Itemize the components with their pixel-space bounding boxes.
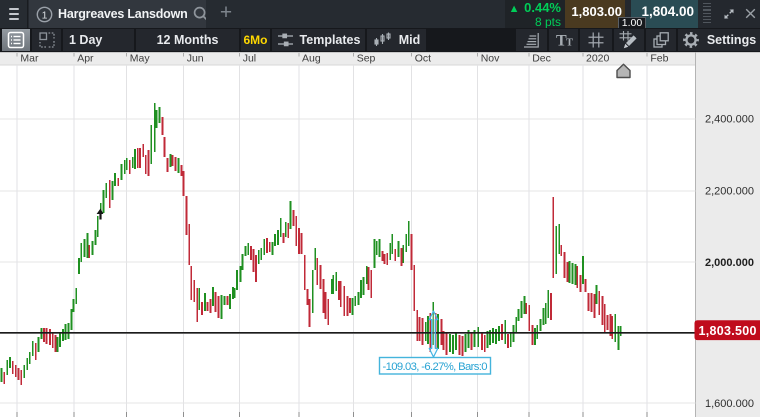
svg-text:May: May <box>130 53 151 65</box>
svg-text:Jul: Jul <box>243 53 256 65</box>
svg-text:2,400.000: 2,400.000 <box>705 114 754 126</box>
svg-text:T: T <box>556 33 567 50</box>
svg-text:Oct: Oct <box>415 53 431 65</box>
svg-text:Jun: Jun <box>187 53 204 65</box>
svg-text:Dec: Dec <box>532 53 551 65</box>
svg-text:Feb: Feb <box>650 53 668 65</box>
svg-text:Sep: Sep <box>357 53 376 65</box>
svg-text:2,000.000: 2,000.000 <box>705 257 754 269</box>
svg-text:Mar: Mar <box>20 53 39 65</box>
svg-text:2,200.000: 2,200.000 <box>705 185 754 197</box>
svg-text:1: 1 <box>42 9 48 21</box>
svg-text:Nov: Nov <box>481 53 500 65</box>
svg-text:1,803.500: 1,803.500 <box>699 324 757 338</box>
svg-text:2020: 2020 <box>586 53 610 65</box>
svg-text:Apr: Apr <box>77 53 94 65</box>
svg-text:T: T <box>566 38 573 49</box>
svg-text:1,600.000: 1,600.000 <box>705 398 754 410</box>
svg-text:Aug: Aug <box>302 53 321 65</box>
svg-text:-109.03, -6.27%, Bars:0: -109.03, -6.27%, Bars:0 <box>383 361 488 373</box>
